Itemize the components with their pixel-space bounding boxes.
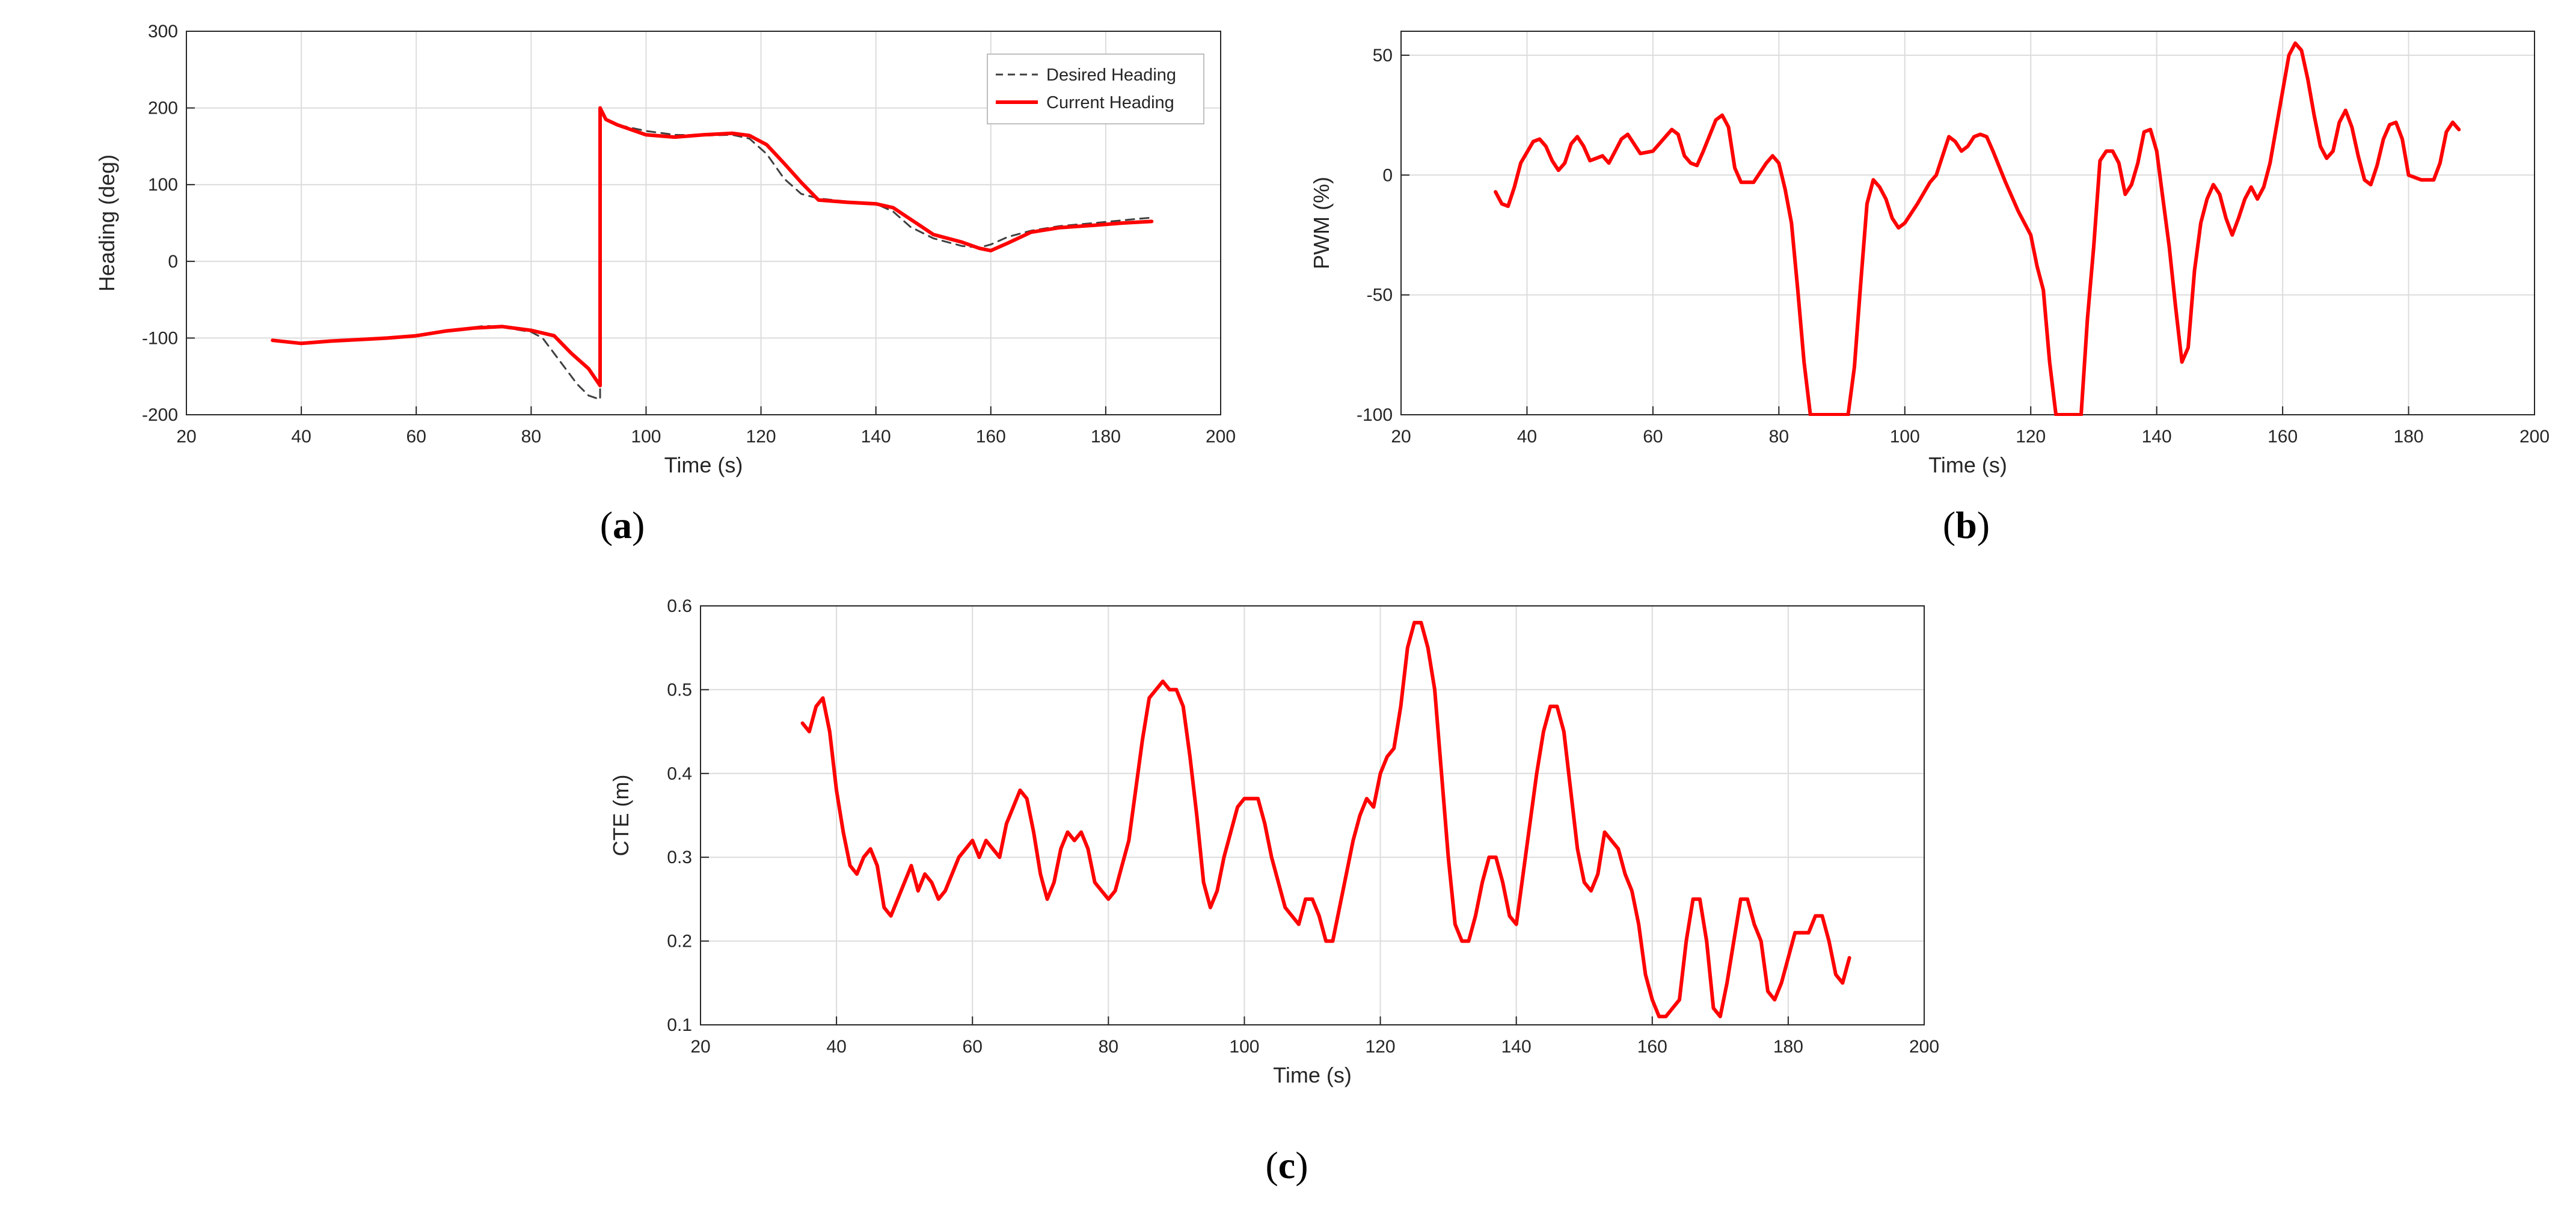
x-axis-label: Time (s) — [1273, 1063, 1352, 1087]
x-tick-label: 60 — [406, 427, 426, 447]
x-tick-label: 100 — [631, 427, 661, 447]
x-axis-label: Time (s) — [1928, 453, 2007, 477]
x-tick-label: 20 — [176, 427, 196, 447]
y-tick-label: -200 — [142, 405, 178, 425]
plot-box — [186, 31, 1221, 415]
panel-label: (c) — [1265, 1144, 1308, 1187]
x-tick-label: 180 — [1773, 1037, 1803, 1057]
x-tick-label: 80 — [1099, 1037, 1118, 1057]
plot-area — [1401, 31, 2535, 415]
x-tick-label: 100 — [1890, 427, 1920, 447]
x-tick-label: 200 — [2519, 427, 2550, 447]
x-tick-label: 60 — [1643, 427, 1663, 447]
y-tick-label: -100 — [142, 328, 178, 348]
x-tick-label: 160 — [976, 427, 1006, 447]
y-axis-label: PWM (%) — [1309, 177, 1334, 269]
y-axis-label: CTE (m) — [609, 775, 633, 857]
panel-letter: b — [1955, 504, 1977, 546]
x-tick-label: 200 — [1206, 427, 1236, 447]
x-tick-label: 20 — [690, 1037, 710, 1057]
x-tick-label: 40 — [826, 1037, 846, 1057]
panel-letter: a — [613, 504, 632, 546]
y-tick-label: 0.1 — [667, 1015, 692, 1035]
panel-letter: c — [1278, 1144, 1295, 1187]
x-tick-label: 120 — [2016, 427, 2046, 447]
x-tick-label: 160 — [2268, 427, 2298, 447]
x-tick-label: 140 — [861, 427, 891, 447]
legend-entry: Desired Heading — [1046, 66, 1176, 85]
x-tick-label: 200 — [1909, 1037, 1939, 1057]
plot-area — [701, 606, 1924, 1025]
y-tick-label: 0.4 — [667, 764, 692, 784]
panel-label: (b) — [1943, 504, 1990, 546]
panel-label: (a) — [600, 504, 645, 546]
legend: Desired Heading Current Heading — [987, 53, 1204, 124]
y-tick-label: 200 — [148, 99, 178, 118]
chart-panel-c: 20 40 60 80 100 120 140 160 180 200 0.1 0.2 0.3 0.4 0.… — [609, 596, 1939, 1187]
x-tick-label: 120 — [746, 427, 776, 447]
y-tick-label: 0 — [1382, 165, 1393, 185]
y-tick-label: 0.3 — [667, 848, 692, 867]
x-tick-label: 20 — [1391, 427, 1411, 447]
series-line-current-heading — [271, 106, 1154, 388]
y-tick-label: 0.2 — [667, 932, 692, 952]
y-tick-label: 0 — [168, 252, 178, 272]
x-tick-label: 40 — [291, 427, 311, 447]
x-tick-label: 60 — [963, 1037, 983, 1057]
legend-entry: Current Heading — [1046, 93, 1174, 112]
x-tick-label: 140 — [1501, 1037, 1532, 1057]
chart-panel-b: 20 40 60 80 100 120 140 160 180 200 -100 -50 0 50 Time… — [1309, 31, 2550, 546]
y-tick-label: -100 — [1357, 405, 1393, 425]
series-line-c — [800, 620, 1851, 1019]
x-tick-label: 180 — [2394, 427, 2424, 447]
x-axis-label: Time (s) — [664, 453, 743, 477]
plot-box — [700, 605, 1925, 1025]
series-line-b — [1494, 41, 2461, 416]
y-tick-label: 0.5 — [667, 680, 692, 700]
y-tick-label: -50 — [1367, 286, 1393, 305]
x-tick-label: 80 — [1769, 427, 1789, 447]
y-tick-label: 100 — [148, 175, 178, 195]
y-tick-label: 50 — [1373, 46, 1393, 66]
x-tick-label: 140 — [2142, 427, 2172, 447]
x-tick-label: 180 — [1091, 427, 1121, 447]
plot-box — [1400, 31, 2535, 415]
x-tick-label: 160 — [1637, 1037, 1667, 1057]
chart-panel-a: 20 40 60 80 100 120 140 160 180 200 -200 -100 0 100 20… — [94, 22, 1236, 546]
x-tick-label: 40 — [1517, 427, 1537, 447]
legend-box — [987, 53, 1204, 124]
y-tick-label: 0.6 — [667, 596, 692, 616]
y-tick-label: 300 — [148, 22, 178, 41]
x-tick-label: 80 — [521, 427, 541, 447]
y-axis-label: Heading (deg) — [94, 154, 119, 292]
x-tick-label: 100 — [1229, 1037, 1259, 1057]
x-tick-label: 120 — [1366, 1037, 1396, 1057]
